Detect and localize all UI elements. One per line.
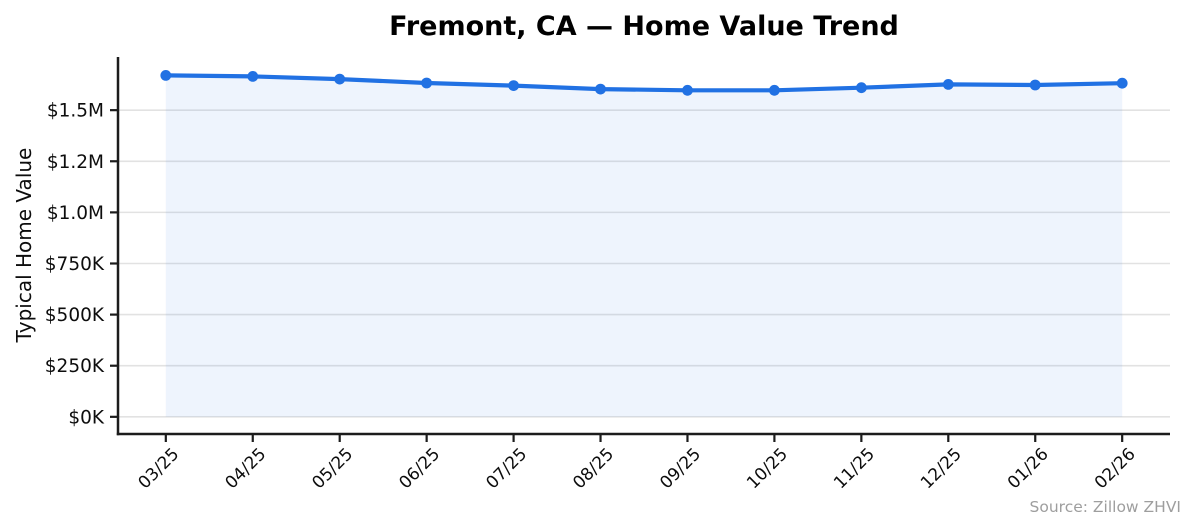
x-tick-label-06/25: 06/25	[395, 444, 444, 493]
y-tick-label-$250K: $250K	[45, 356, 105, 377]
x-tick-label-11/25: 11/25	[830, 444, 879, 493]
y-tick-label-$1.2M: $1.2M	[47, 152, 104, 173]
x-tick-label-04/25: 04/25	[222, 444, 271, 493]
data-point-07/25	[508, 80, 519, 91]
data-point-04/25	[247, 71, 259, 82]
data-point-08/25	[595, 83, 606, 95]
trend-line	[163, 73, 1125, 93]
x-tick-label-07/25: 07/25	[482, 444, 531, 493]
y-axis-label: Typical Home Value	[12, 148, 36, 344]
area-fill-layer	[165, 75, 1123, 417]
data-point-layer	[160, 70, 1128, 96]
area-fill	[165, 75, 1123, 417]
y-tick-label-$0K: $0K	[68, 407, 105, 428]
gridline-layer	[118, 109, 1170, 418]
trend-line-layer	[163, 73, 1125, 93]
y-tick-layer: $0K $250K $500K $750K $1.0M $1.2M $1.5M	[45, 101, 118, 428]
x-tick-label-01/26: 01/26	[1004, 444, 1053, 493]
data-point-10/25	[769, 84, 780, 96]
x-tick-layer: 03/25 04/25 05/25 06/25 07/25 08/25 09/25 10/25…	[135, 434, 1140, 493]
x-tick-label-08/25: 08/25	[569, 444, 618, 493]
data-point-06/25	[421, 77, 432, 89]
data-point-11/25	[856, 82, 867, 94]
x-tick-label-09/25: 09/25	[656, 444, 705, 493]
y-tick-label-$1.0M: $1.0M	[47, 203, 104, 224]
y-tick-label-$1.5M: $1.5M	[47, 101, 104, 122]
data-point-03/25	[160, 70, 172, 81]
x-tick-label-05/25: 05/25	[308, 444, 357, 493]
x-tick-label-02/26: 02/26	[1091, 444, 1140, 493]
data-point-05/25	[334, 73, 346, 85]
data-point-02/26	[1116, 77, 1128, 89]
data-point-12/25	[942, 79, 954, 90]
x-tick-label-12/25: 12/25	[917, 444, 966, 493]
x-tick-label-03/25: 03/25	[135, 444, 184, 493]
x-tick-label-10/25: 10/25	[743, 444, 792, 493]
data-point-01/26	[1029, 79, 1041, 91]
axis-spine-layer	[116, 57, 1170, 436]
data-point-09/25	[682, 84, 693, 96]
source-note: Source: Zillow ZHVI	[1030, 498, 1181, 516]
chart-title: Fremont, CA — Home Value Trend	[389, 11, 899, 42]
y-tick-label-$750K: $750K	[45, 254, 105, 275]
y-tick-label-$500K: $500K	[45, 305, 105, 326]
